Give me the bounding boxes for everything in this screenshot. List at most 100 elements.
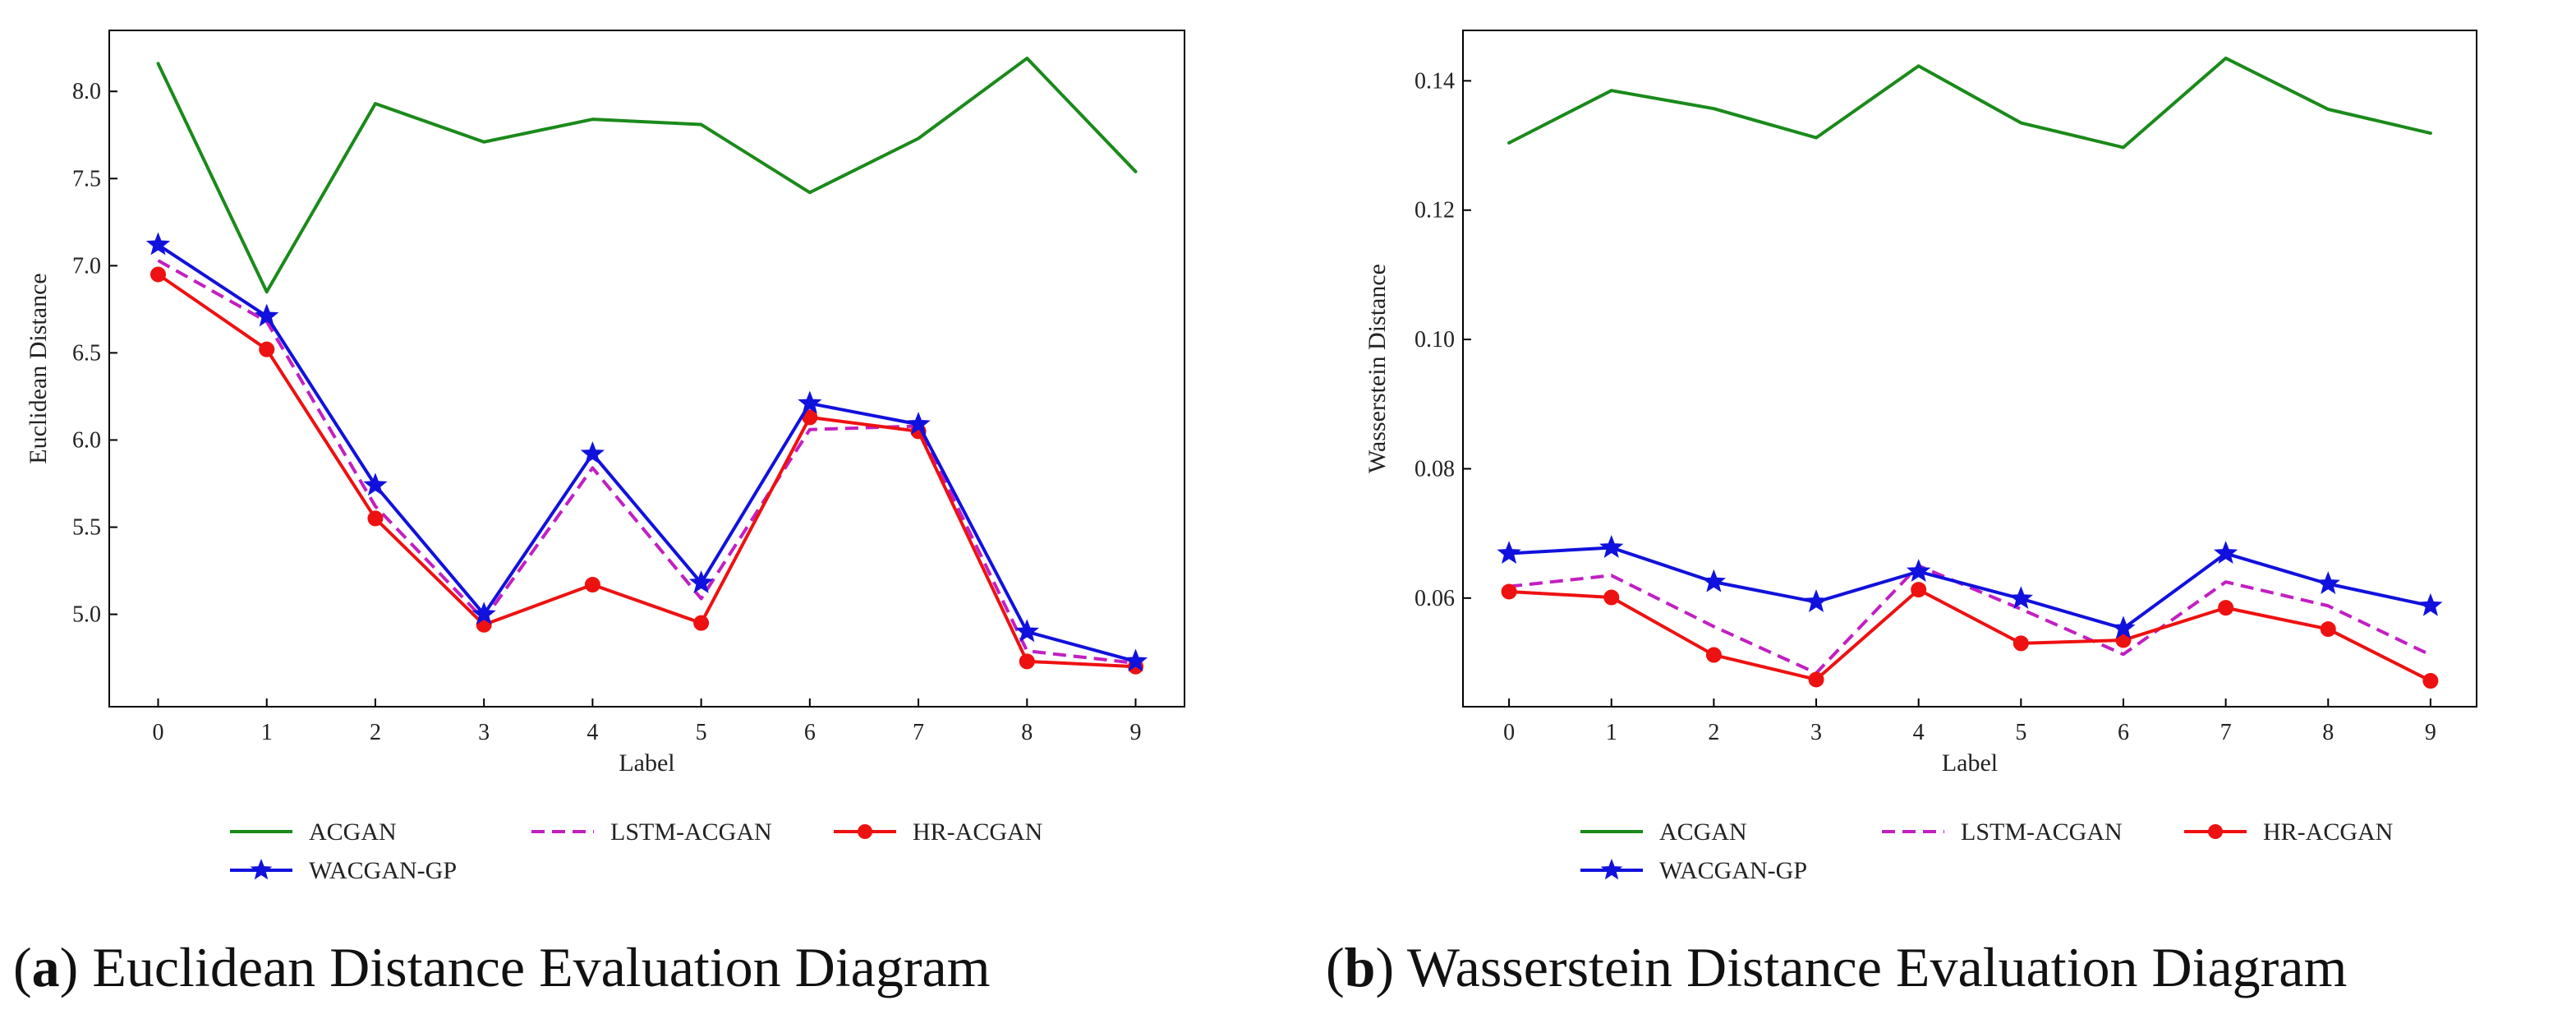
y-tick-label: 7.5 xyxy=(72,166,101,191)
y-tick-label: 6.0 xyxy=(72,427,101,453)
x-tick-label: 3 xyxy=(478,720,490,745)
data-point-hr-acgan xyxy=(259,341,275,357)
legend-label-acgan: ACGAN xyxy=(1659,818,1747,846)
data-point-hr-acgan xyxy=(1019,653,1035,670)
x-tick-label: 3 xyxy=(1810,720,1822,745)
data-point-wacgan-gp xyxy=(798,390,822,414)
x-tick-label: 6 xyxy=(2118,720,2129,745)
data-point-wacgan-gp xyxy=(906,411,931,435)
y-tick-label: 0.12 xyxy=(1414,198,1455,224)
y-tick-label: 0.08 xyxy=(1414,456,1455,482)
series-line-wacgan-gp xyxy=(1507,546,2432,630)
x-tick-label: 8 xyxy=(2322,720,2334,745)
data-point-wacgan-gp xyxy=(1123,648,1148,672)
data-point-hr-acgan xyxy=(1911,582,1927,598)
caption-paren-close: ) xyxy=(1375,936,1406,998)
legend: ACGAN LSTM-ACGAN HR-ACGAN WACGAN-GP xyxy=(230,818,1042,884)
legend-marker-wacgan-gp xyxy=(250,859,273,880)
series-line-hr-acgan xyxy=(1507,588,2432,683)
x-tick-label: 7 xyxy=(913,720,924,745)
y-tick-label: 7.0 xyxy=(72,253,101,279)
caption-title: Euclidean Distance Evaluation Diagram xyxy=(92,936,990,998)
data-point-wacgan-gp xyxy=(1497,541,1521,564)
y-tick-label: 0.06 xyxy=(1414,586,1455,611)
x-tick-label: 1 xyxy=(1606,720,1617,745)
data-point-wacgan-gp xyxy=(363,473,388,496)
y-tick-label: 0.14 xyxy=(1414,68,1455,94)
y-axis-label: Wasserstein Distance xyxy=(1364,264,1391,473)
x-tick-label: 9 xyxy=(2425,720,2436,745)
x-tick-label: 5 xyxy=(2015,720,2026,745)
legend-marker-hr-acgan xyxy=(858,824,872,839)
x-axis-label: Label xyxy=(1942,749,1998,777)
plot-frame xyxy=(108,30,1185,708)
caption-title: Wasserstein Distance Evaluation Diagram xyxy=(1407,936,2347,998)
data-point-hr-acgan xyxy=(1501,583,1517,600)
data-point-wacgan-gp xyxy=(1014,619,1039,643)
x-tick-label: 4 xyxy=(586,720,598,745)
data-point-hr-acgan xyxy=(1808,671,1824,688)
data-point-wacgan-gp xyxy=(145,232,171,256)
legend-label-lstm-acgan: LSTM-ACGAN xyxy=(610,818,772,846)
data-point-wacgan-gp xyxy=(472,602,496,625)
legend-label-hr-acgan: HR-ACGAN xyxy=(913,818,1042,846)
data-point-wacgan-gp xyxy=(1599,535,1624,558)
series-line-wacgan-gp xyxy=(156,242,1138,663)
data-point-wacgan-gp xyxy=(688,570,714,593)
data-point-wacgan-gp xyxy=(1804,589,1828,612)
legend-label-acgan: ACGAN xyxy=(309,818,397,846)
legend-label-hr-acgan: HR-ACGAN xyxy=(2263,818,2393,846)
legend: ACGAN LSTM-ACGAN HR-ACGAN WACGAN-GP xyxy=(1580,818,2393,884)
data-point-wacgan-gp xyxy=(1907,559,1931,583)
x-tick-label: 7 xyxy=(2220,720,2232,745)
x-tick-label: 9 xyxy=(1130,720,1142,745)
data-point-hr-acgan xyxy=(1603,589,1620,606)
data-point-wacgan-gp xyxy=(255,303,279,327)
plot-frame xyxy=(1462,30,2477,708)
x-tick-label: 8 xyxy=(1021,720,1033,745)
chart-panel-a: 0 1 2 3 4 5 6 7 8 9 5.0 5.5 6.0 6.5 7.0 7.5 8.0 Label Eucl… xyxy=(13,30,1185,998)
y-tick-label: 6.5 xyxy=(72,340,101,366)
panel-caption: (b) Wasserstein Distance Evaluation Diag… xyxy=(1326,936,2347,998)
legend-marker-hr-acgan xyxy=(2208,824,2223,839)
data-point-hr-acgan xyxy=(1705,647,1722,663)
series-line-acgan xyxy=(156,56,1138,294)
data-point-wacgan-gp xyxy=(2008,586,2033,610)
series-line-lstm-acgan xyxy=(157,259,1136,665)
caption-letter: a xyxy=(32,936,60,998)
data-point-hr-acgan xyxy=(2218,600,2234,616)
x-tick-label: 0 xyxy=(153,720,164,745)
data-point-wacgan-gp xyxy=(2316,571,2340,594)
data-point-hr-acgan xyxy=(584,577,600,593)
data-point-hr-acgan xyxy=(367,510,384,527)
x-tick-label: 2 xyxy=(1708,720,1719,745)
series-line-acgan xyxy=(1507,56,2432,150)
x-axis-label: Label xyxy=(619,749,674,777)
legend-label-wacgan-gp: WACGAN-GP xyxy=(1659,857,1807,884)
legend-label-lstm-acgan: LSTM-ACGAN xyxy=(1961,818,2123,846)
y-axis-label: Euclidean Distance xyxy=(25,273,52,463)
x-tick-label: 1 xyxy=(261,720,273,745)
x-tick-label: 2 xyxy=(370,720,381,745)
data-point-hr-acgan xyxy=(2012,635,2029,652)
data-point-hr-acgan xyxy=(693,615,710,631)
data-point-wacgan-gp xyxy=(2213,541,2238,564)
chart-panel-b: 0 1 2 3 4 5 6 7 8 9 0.06 0.08 0.10 0.12 0.14 Label Wasse… xyxy=(1326,30,2477,998)
caption-paren-close: ) xyxy=(60,936,93,998)
y-tick-label: 5.5 xyxy=(72,515,101,541)
x-tick-label: 0 xyxy=(1503,720,1515,745)
y-tick-label: 0.10 xyxy=(1414,327,1455,353)
data-point-wacgan-gp xyxy=(580,441,605,464)
x-tick-label: 5 xyxy=(696,720,707,745)
data-point-wacgan-gp xyxy=(2418,592,2443,616)
legend-marker-wacgan-gp xyxy=(1600,859,1623,880)
series-line-hr-acgan xyxy=(156,272,1138,669)
data-point-hr-acgan xyxy=(2320,621,2336,638)
y-tick-label: 8.0 xyxy=(72,79,101,104)
data-point-hr-acgan xyxy=(2422,673,2439,689)
data-point-wacgan-gp xyxy=(1701,569,1727,592)
caption-letter: b xyxy=(1345,936,1376,998)
caption-paren-open: ( xyxy=(13,936,32,998)
data-point-wacgan-gp xyxy=(2111,615,2136,639)
